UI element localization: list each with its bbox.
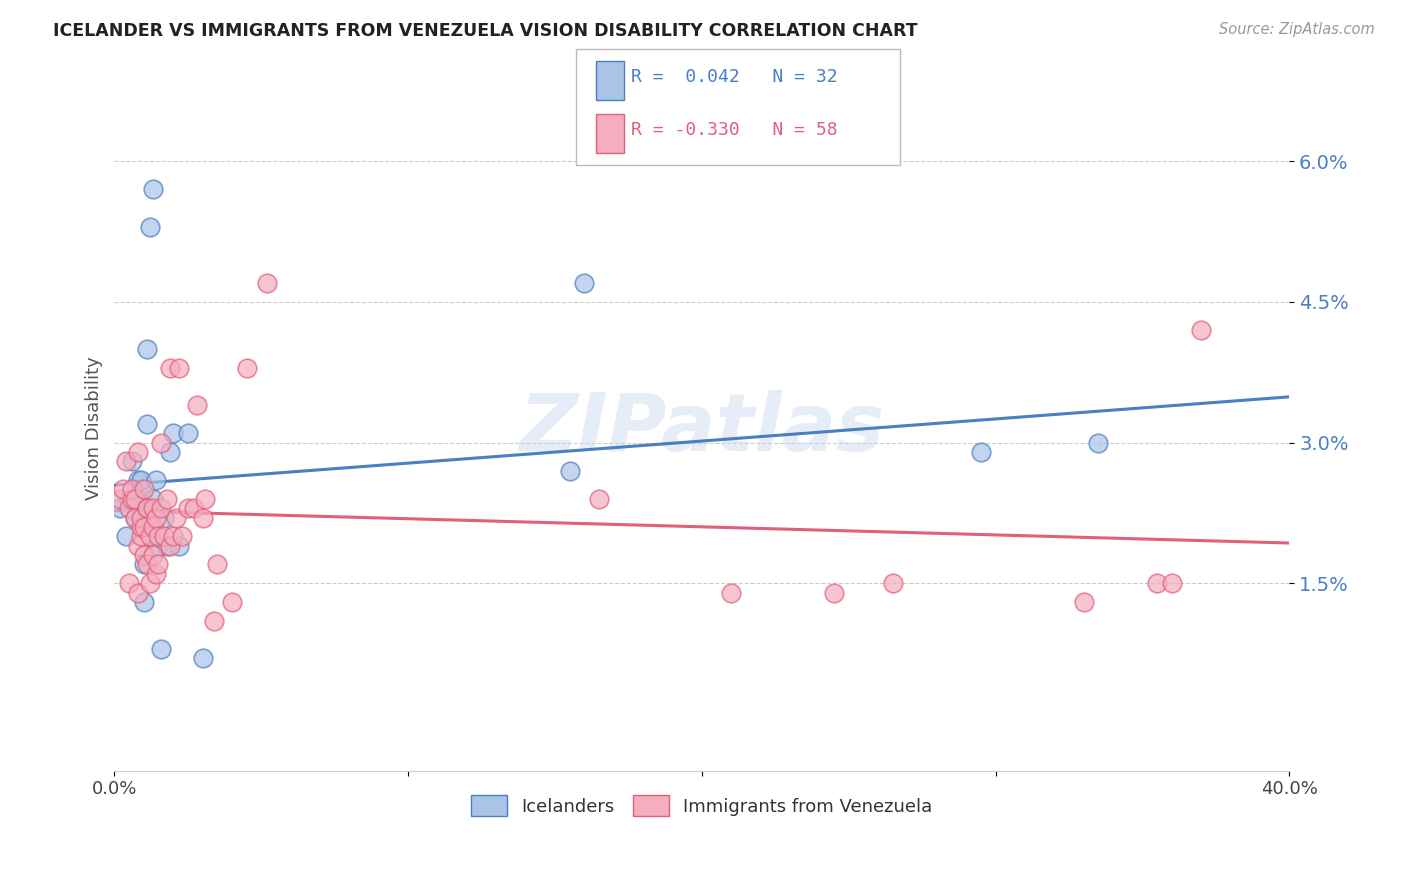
Point	[138, 529, 160, 543]
Point	[127, 585, 149, 599]
Point	[148, 558, 170, 572]
Point	[162, 529, 184, 543]
Point	[118, 576, 141, 591]
Point	[177, 501, 200, 516]
Point	[118, 501, 141, 516]
Point	[132, 548, 155, 562]
Point	[142, 491, 165, 506]
Point	[142, 501, 165, 516]
Point	[127, 491, 149, 506]
Point	[110, 501, 132, 516]
Point	[148, 539, 170, 553]
Point	[145, 510, 167, 524]
Point	[118, 491, 141, 506]
Point	[156, 491, 179, 506]
Point	[142, 520, 165, 534]
Point	[138, 576, 160, 591]
Point	[202, 614, 225, 628]
Point	[153, 529, 176, 543]
Text: ICELANDER VS IMMIGRANTS FROM VENEZUELA VISION DISABILITY CORRELATION CHART: ICELANDER VS IMMIGRANTS FROM VENEZUELA V…	[53, 22, 918, 40]
Point	[167, 539, 190, 553]
Point	[165, 510, 187, 524]
Point	[823, 585, 845, 599]
Point	[183, 501, 205, 516]
Point	[127, 539, 149, 553]
Point	[127, 445, 149, 459]
Point	[129, 473, 152, 487]
Point	[1189, 323, 1212, 337]
Point	[132, 520, 155, 534]
Point	[132, 501, 155, 516]
Point	[159, 360, 181, 375]
Point	[121, 483, 143, 497]
Point	[135, 501, 157, 516]
Point	[720, 585, 742, 599]
Point	[115, 454, 138, 468]
Text: Source: ZipAtlas.com: Source: ZipAtlas.com	[1219, 22, 1375, 37]
Text: R =  0.042   N = 32: R = 0.042 N = 32	[631, 68, 838, 86]
Point	[124, 510, 146, 524]
Point	[256, 277, 278, 291]
Point	[145, 566, 167, 581]
Point	[145, 473, 167, 487]
Point	[150, 641, 173, 656]
Point	[115, 529, 138, 543]
Point	[153, 510, 176, 524]
Point	[129, 520, 152, 534]
Point	[150, 435, 173, 450]
Legend: Icelanders, Immigrants from Venezuela: Icelanders, Immigrants from Venezuela	[464, 788, 941, 823]
Point	[167, 360, 190, 375]
Point	[156, 539, 179, 553]
Point	[138, 219, 160, 234]
Point	[1160, 576, 1182, 591]
Point	[135, 342, 157, 356]
Point	[177, 426, 200, 441]
Point	[110, 491, 132, 506]
Point	[159, 445, 181, 459]
Point	[148, 529, 170, 543]
Point	[558, 464, 581, 478]
Point	[1146, 576, 1168, 591]
Point	[132, 483, 155, 497]
Point	[132, 558, 155, 572]
Point	[221, 595, 243, 609]
Point	[1087, 435, 1109, 450]
Text: ZIPatlas: ZIPatlas	[519, 390, 884, 467]
Point	[129, 483, 152, 497]
Text: R = -0.330   N = 58: R = -0.330 N = 58	[631, 120, 838, 138]
Point	[1073, 595, 1095, 609]
Point	[162, 426, 184, 441]
Point	[882, 576, 904, 591]
Point	[186, 398, 208, 412]
Point	[970, 445, 993, 459]
Point	[135, 558, 157, 572]
Point	[191, 651, 214, 665]
Point	[112, 483, 135, 497]
Point	[132, 595, 155, 609]
Point	[142, 548, 165, 562]
Point	[235, 360, 257, 375]
Point	[121, 491, 143, 506]
Point	[191, 510, 214, 524]
Point	[574, 277, 596, 291]
Point	[588, 491, 610, 506]
Point	[135, 417, 157, 431]
Point	[121, 454, 143, 468]
Point	[142, 182, 165, 196]
Point	[170, 529, 193, 543]
Point	[124, 510, 146, 524]
Point	[205, 558, 228, 572]
Point	[127, 473, 149, 487]
Y-axis label: Vision Disability: Vision Disability	[86, 357, 103, 500]
Point	[124, 491, 146, 506]
Point	[194, 491, 217, 506]
Point	[159, 539, 181, 553]
Point	[129, 529, 152, 543]
Point	[135, 501, 157, 516]
Point	[150, 501, 173, 516]
Point	[129, 510, 152, 524]
Point	[124, 491, 146, 506]
